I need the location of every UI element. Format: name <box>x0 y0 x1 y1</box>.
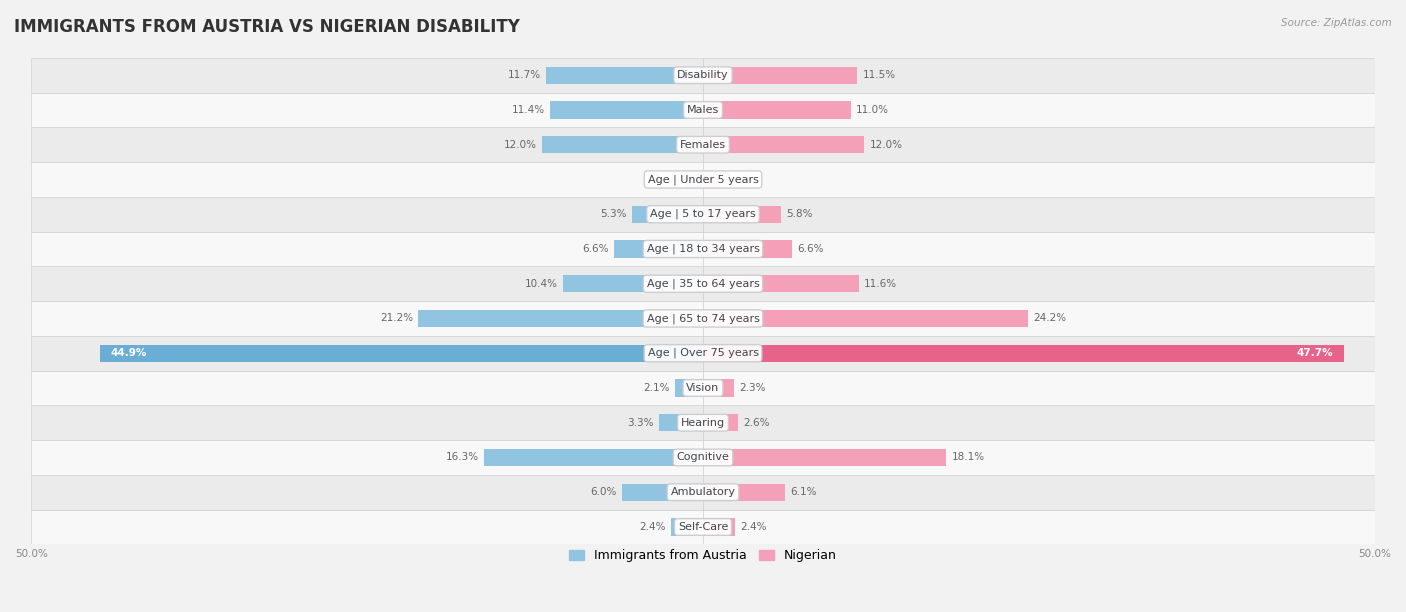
Bar <box>703 414 738 431</box>
Text: Disability: Disability <box>678 70 728 80</box>
Text: 24.2%: 24.2% <box>1033 313 1067 324</box>
Text: 11.5%: 11.5% <box>863 70 896 80</box>
Bar <box>31 371 1375 405</box>
Bar <box>418 310 703 327</box>
Text: 6.1%: 6.1% <box>790 487 817 497</box>
Text: Age | 5 to 17 years: Age | 5 to 17 years <box>650 209 756 220</box>
Text: 10.4%: 10.4% <box>524 278 558 289</box>
Bar <box>671 518 703 536</box>
Bar <box>31 92 1375 127</box>
Text: 2.1%: 2.1% <box>643 383 669 393</box>
Text: 47.7%: 47.7% <box>1296 348 1333 358</box>
Text: 16.3%: 16.3% <box>446 452 478 463</box>
Bar <box>703 518 735 536</box>
Bar <box>703 379 734 397</box>
Bar <box>31 336 1375 371</box>
Bar <box>614 241 703 258</box>
Text: 2.4%: 2.4% <box>741 522 768 532</box>
Text: 5.8%: 5.8% <box>786 209 813 219</box>
Bar <box>31 510 1375 545</box>
Bar <box>564 275 703 293</box>
Bar <box>31 475 1375 510</box>
Text: 2.6%: 2.6% <box>744 418 770 428</box>
Text: 1.3%: 1.3% <box>725 174 752 184</box>
Text: 6.6%: 6.6% <box>582 244 609 254</box>
Bar <box>703 483 785 501</box>
Text: Self-Care: Self-Care <box>678 522 728 532</box>
Bar <box>31 58 1375 92</box>
Text: Age | 18 to 34 years: Age | 18 to 34 years <box>647 244 759 254</box>
Text: Age | 35 to 64 years: Age | 35 to 64 years <box>647 278 759 289</box>
Text: 12.0%: 12.0% <box>869 140 903 150</box>
Bar <box>658 414 703 431</box>
Text: Age | 65 to 74 years: Age | 65 to 74 years <box>647 313 759 324</box>
Bar <box>31 405 1375 440</box>
Bar <box>675 379 703 397</box>
Text: 11.0%: 11.0% <box>856 105 889 115</box>
Text: Cognitive: Cognitive <box>676 452 730 463</box>
Text: Males: Males <box>688 105 718 115</box>
Bar <box>31 127 1375 162</box>
Text: 2.4%: 2.4% <box>638 522 665 532</box>
Text: 44.9%: 44.9% <box>111 348 148 358</box>
Bar <box>484 449 703 466</box>
Bar <box>703 136 865 154</box>
Bar <box>703 310 1028 327</box>
Text: 2.3%: 2.3% <box>740 383 766 393</box>
Text: Vision: Vision <box>686 383 720 393</box>
Bar <box>631 206 703 223</box>
Bar <box>100 345 703 362</box>
Bar <box>703 67 858 84</box>
Bar <box>541 136 703 154</box>
Text: Age | Under 5 years: Age | Under 5 years <box>648 174 758 185</box>
Bar <box>623 483 703 501</box>
Legend: Immigrants from Austria, Nigerian: Immigrants from Austria, Nigerian <box>564 544 842 567</box>
Bar <box>703 206 780 223</box>
Text: Females: Females <box>681 140 725 150</box>
Bar <box>703 101 851 119</box>
Bar <box>546 67 703 84</box>
Bar <box>550 101 703 119</box>
Text: 6.6%: 6.6% <box>797 244 824 254</box>
Bar <box>31 197 1375 231</box>
Bar <box>703 449 946 466</box>
Bar <box>31 266 1375 301</box>
Bar <box>31 301 1375 336</box>
Text: 1.3%: 1.3% <box>654 174 681 184</box>
Text: IMMIGRANTS FROM AUSTRIA VS NIGERIAN DISABILITY: IMMIGRANTS FROM AUSTRIA VS NIGERIAN DISA… <box>14 18 520 36</box>
Bar <box>703 345 1344 362</box>
Text: Source: ZipAtlas.com: Source: ZipAtlas.com <box>1281 18 1392 28</box>
Text: 12.0%: 12.0% <box>503 140 537 150</box>
Text: 11.4%: 11.4% <box>512 105 544 115</box>
Bar <box>703 275 859 293</box>
Text: 11.7%: 11.7% <box>508 70 540 80</box>
Bar <box>703 171 720 188</box>
Text: 18.1%: 18.1% <box>952 452 984 463</box>
Bar <box>31 231 1375 266</box>
Bar <box>703 241 792 258</box>
Bar <box>31 440 1375 475</box>
Text: 11.6%: 11.6% <box>865 278 897 289</box>
Bar <box>31 162 1375 197</box>
Text: Ambulatory: Ambulatory <box>671 487 735 497</box>
Text: Age | Over 75 years: Age | Over 75 years <box>648 348 758 359</box>
Bar <box>686 171 703 188</box>
Text: 21.2%: 21.2% <box>380 313 413 324</box>
Text: 5.3%: 5.3% <box>600 209 627 219</box>
Text: Hearing: Hearing <box>681 418 725 428</box>
Text: 3.3%: 3.3% <box>627 418 654 428</box>
Text: 6.0%: 6.0% <box>591 487 617 497</box>
